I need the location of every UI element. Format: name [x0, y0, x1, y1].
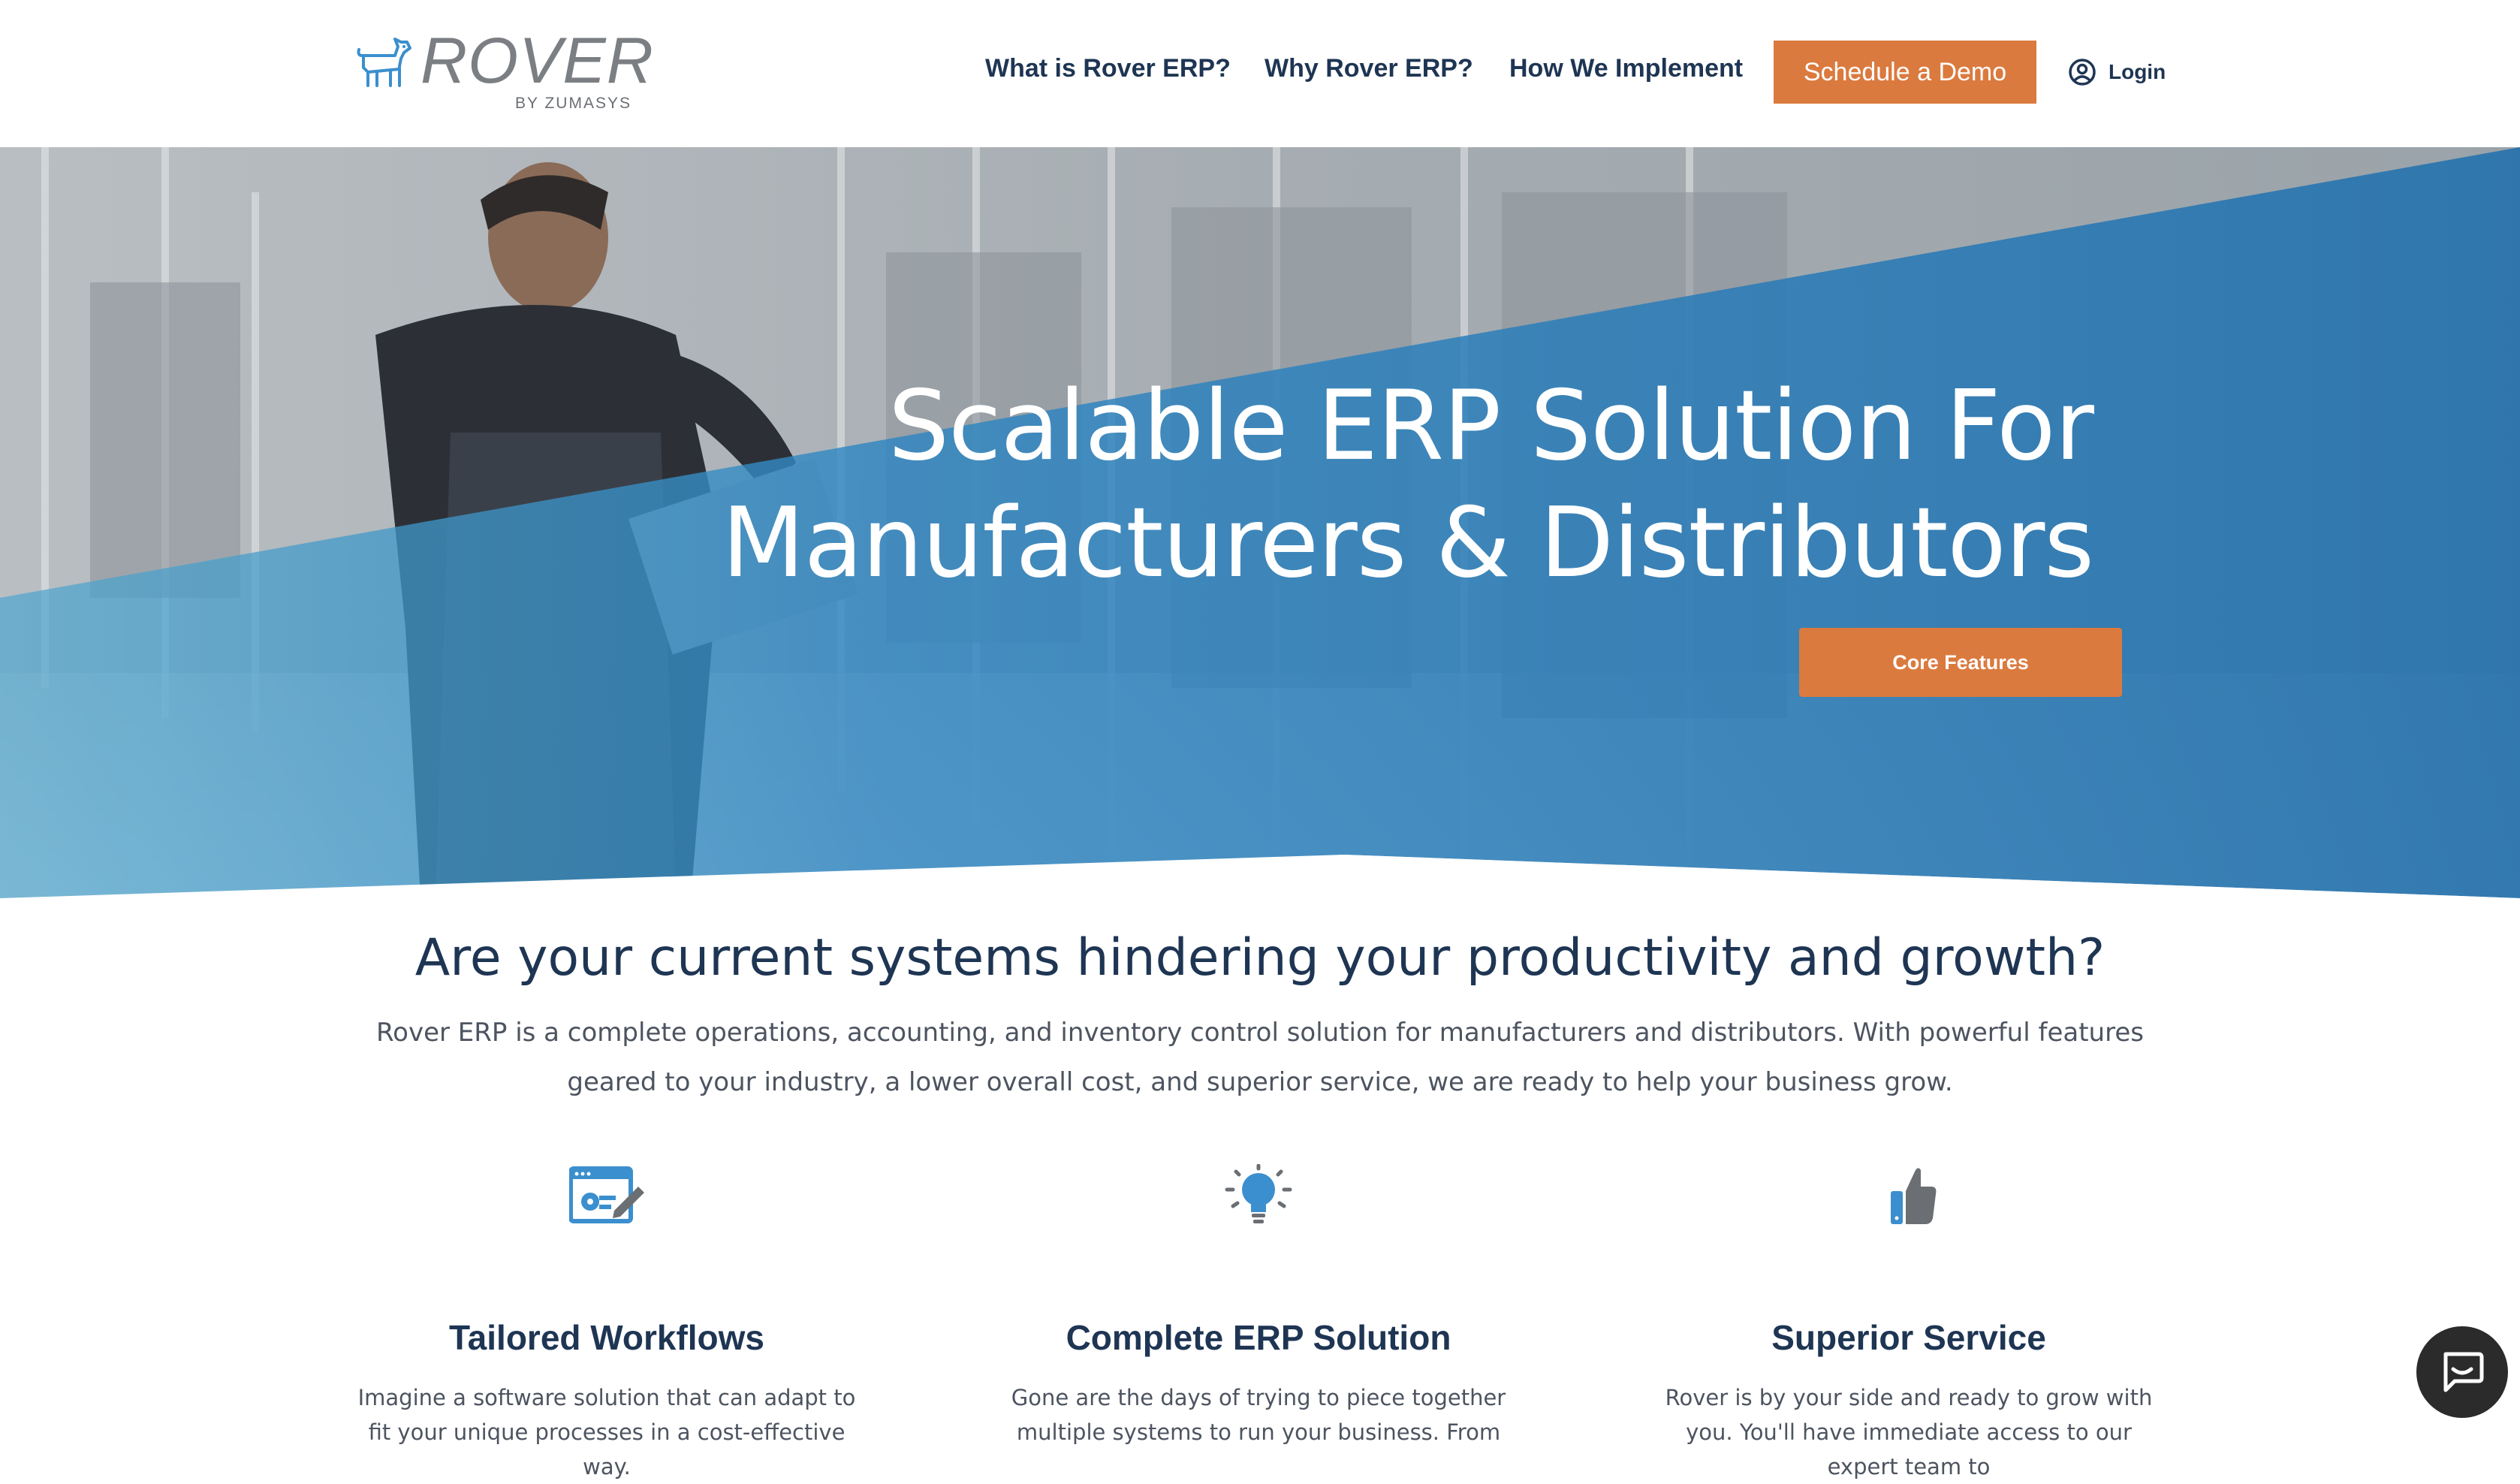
schedule-demo-button[interactable]: Schedule a Demo [1774, 41, 2036, 104]
feature-title: Superior Service [1771, 1318, 2046, 1357]
feature-superior-service: Superior Service Rover is by your side a… [1623, 1164, 2194, 1484]
nav-why-rover[interactable]: Why Rover ERP? [1265, 54, 1473, 83]
feature-tailored-workflows: Tailored Workflows Imagine a software so… [321, 1164, 892, 1484]
login-label: Login [2109, 60, 2166, 83]
feature-text: Rover is by your side and ready to grow … [1665, 1385, 2153, 1479]
lightbulb-icon [1225, 1164, 1292, 1223]
hero-title: Scalable ERP Solution For Manufacturers … [722, 368, 2094, 602]
user-circle-icon [2069, 59, 2096, 86]
login-link[interactable]: Login [2068, 57, 2166, 87]
hero-title-line2: Manufacturers & Distributors [722, 487, 2094, 599]
chat-bubble-icon [2443, 1352, 2484, 1392]
thumbs-up-icon [1891, 1168, 1937, 1224]
live-chat-button[interactable] [2416, 1326, 2508, 1418]
feature-text: Gone are the days of trying to piece tog… [1011, 1385, 1506, 1445]
feature-complete-erp: Complete ERP Solution Gone are the days … [973, 1164, 1544, 1449]
feature-title: Tailored Workflows [448, 1318, 765, 1357]
dog-logo-icon [357, 38, 411, 87]
logo-wordmark: ROVER [421, 25, 654, 97]
intro-heading: Are your current systems hindering your … [414, 928, 2106, 988]
hero-banner: Scalable ERP Solution For Manufacturers … [0, 147, 2520, 898]
nav-how-we-implement[interactable]: How We Implement [1509, 54, 1744, 83]
logo-subtitle: BY ZUMASYS [515, 95, 632, 112]
hero-background [0, 147, 2520, 898]
core-features-button[interactable]: Core Features [1799, 628, 2122, 697]
rover-logo[interactable]: ROVER BY ZUMASYS [354, 29, 653, 116]
hero-title-line1: Scalable ERP Solution For [888, 370, 2094, 482]
site-header: ROVER BY ZUMASYS What is Rover ERP? Why … [0, 0, 2520, 147]
workflow-settings-icon [569, 1166, 644, 1223]
nav-what-is-rover[interactable]: What is Rover ERP? [985, 54, 1231, 83]
feature-text: Imagine a software solution that can ada… [357, 1385, 856, 1479]
intro-text: Rover ERP is a complete operations, acco… [376, 1018, 2144, 1097]
feature-title: Complete ERP Solution [1066, 1318, 1451, 1357]
